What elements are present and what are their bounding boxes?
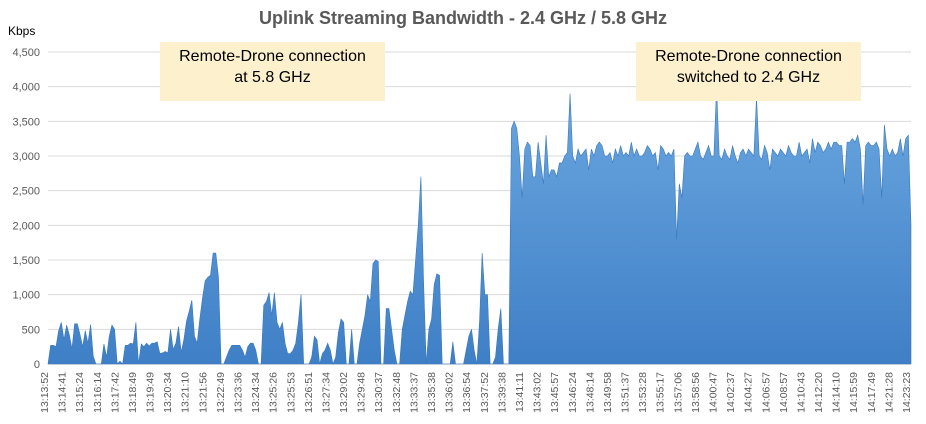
x-tick-label: 13:35:38 bbox=[426, 372, 438, 413]
y-axis-unit-label: Kbps bbox=[8, 24, 36, 38]
y-tick-label: 3,000 bbox=[12, 151, 40, 163]
x-tick-label: 13:37:52 bbox=[479, 372, 491, 413]
x-tick-label: 13:53:28 bbox=[637, 372, 649, 413]
x-tick-label: 13:58:56 bbox=[690, 372, 702, 413]
x-tick-label: 13:13:52 bbox=[39, 372, 51, 413]
x-tick-label: 13:33:37 bbox=[408, 372, 420, 413]
x-tick-label: 13:29:48 bbox=[356, 372, 368, 413]
x-tick-label: 14:00:47 bbox=[708, 372, 720, 413]
x-tick-label: 13:21:10 bbox=[180, 372, 192, 413]
y-tick-label: 0 bbox=[34, 359, 40, 371]
annotation-24ghz-line1: Remote-Drone connection bbox=[655, 48, 842, 65]
y-tick-label: 1,500 bbox=[12, 255, 40, 267]
x-tick-label: 13:43:02 bbox=[532, 372, 544, 413]
x-tick-label: 13:22:49 bbox=[215, 372, 227, 413]
y-axis-ticks: 0 500 1,000 1,500 2,000 2,500 3,000 3,500 4,000 4… bbox=[12, 47, 40, 371]
x-tick-label: 13:18:49 bbox=[127, 372, 139, 413]
annotation-24ghz-line2: switched to 2.4 GHz bbox=[676, 69, 821, 86]
y-tick-label: 500 bbox=[22, 324, 40, 336]
x-tick-label: 13:23:36 bbox=[233, 372, 245, 413]
x-tick-label: 14:02:37 bbox=[725, 372, 737, 413]
x-tick-label: 14:17:49 bbox=[866, 372, 878, 413]
x-tick-label: 14:15:59 bbox=[848, 372, 860, 413]
x-tick-label: 13:49:58 bbox=[602, 372, 614, 413]
x-tick-label: 13:51:37 bbox=[620, 372, 632, 413]
x-tick-label: 13:55:17 bbox=[655, 372, 667, 413]
x-tick-label: 13:36:02 bbox=[444, 372, 456, 413]
x-tick-label: 14:12:20 bbox=[813, 372, 825, 413]
x-tick-label: 14:06:57 bbox=[760, 372, 772, 413]
y-tick-label: 2,500 bbox=[12, 186, 40, 198]
annotation-5ghz-line1: Remote-Drone connection bbox=[179, 48, 366, 65]
x-tick-label: 14:04:27 bbox=[743, 372, 755, 413]
annotation-5ghz-line2: at 5.8 GHz bbox=[234, 69, 311, 86]
x-tick-label: 13:29:02 bbox=[338, 372, 350, 413]
x-tick-label: 13:26:51 bbox=[303, 372, 315, 413]
chart-title: Uplink Streaming Bandwidth - 2.4 GHz / 5… bbox=[258, 8, 668, 28]
x-tick-label: 13:41:11 bbox=[514, 372, 526, 412]
annotation-24ghz: Remote-Drone connection switched to 2.4 … bbox=[636, 42, 861, 101]
x-tick-label: 13:14:41 bbox=[57, 372, 69, 413]
x-tick-label: 13:25:26 bbox=[268, 372, 280, 413]
y-tick-label: 3,500 bbox=[12, 116, 40, 128]
x-tick-label: 14:21:28 bbox=[883, 372, 895, 413]
x-tick-label: 13:30:37 bbox=[373, 372, 385, 413]
x-tick-label: 14:08:57 bbox=[778, 372, 790, 413]
x-tick-label: 13:21:56 bbox=[197, 372, 209, 413]
x-tick-label: 13:17:42 bbox=[109, 372, 121, 413]
x-tick-label: 14:10:43 bbox=[795, 372, 807, 413]
x-tick-label: 13:45:57 bbox=[549, 372, 561, 413]
x-tick-label: 13:39:38 bbox=[496, 372, 508, 413]
x-axis-ticks: 13:13:52 13:14:41 13:15:24 13:16:14 13:17:42… bbox=[39, 372, 913, 413]
y-tick-label: 4,000 bbox=[12, 82, 40, 94]
x-tick-label: 13:32:48 bbox=[391, 372, 403, 413]
x-tick-label: 13:19:49 bbox=[145, 372, 157, 413]
x-tick-label: 14:23:23 bbox=[901, 372, 913, 413]
x-tick-label: 14:14:10 bbox=[831, 372, 843, 413]
annotation-5ghz: Remote-Drone connection at 5.8 GHz bbox=[160, 42, 385, 101]
x-tick-label: 13:57:06 bbox=[672, 372, 684, 413]
x-tick-label: 13:25:53 bbox=[285, 372, 297, 413]
x-tick-label: 13:16:14 bbox=[92, 372, 104, 413]
x-tick-label: 13:46:24 bbox=[567, 372, 579, 413]
y-tick-label: 4,500 bbox=[12, 47, 40, 59]
y-tick-label: 1,000 bbox=[12, 290, 40, 302]
x-tick-label: 13:27:34 bbox=[321, 372, 333, 413]
x-tick-label: 13:48:14 bbox=[584, 372, 596, 413]
y-tick-label: 2,000 bbox=[12, 220, 40, 232]
series-area bbox=[47, 86, 912, 366]
x-tick-label: 13:15:24 bbox=[74, 372, 86, 413]
x-tick-label: 13:20:34 bbox=[162, 372, 174, 413]
bandwidth-area bbox=[47, 86, 912, 366]
x-tick-label: 13:24:34 bbox=[250, 372, 262, 413]
x-tick-label: 13:36:54 bbox=[461, 372, 473, 413]
